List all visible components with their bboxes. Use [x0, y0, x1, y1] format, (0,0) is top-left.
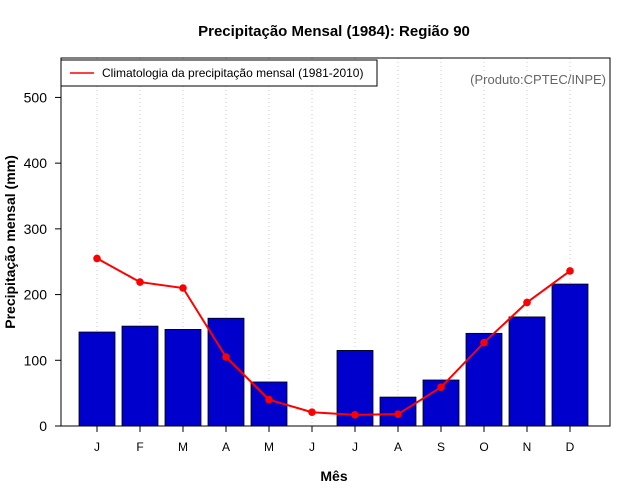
y-tick-label-200: 200	[24, 287, 48, 303]
legend-box	[60, 59, 378, 87]
bar-0	[78, 331, 116, 427]
x-tick-label-1: F	[136, 440, 143, 454]
x-tick-label-4: M	[264, 440, 274, 454]
climatology-point-3	[222, 353, 230, 361]
climatology-point-2	[179, 284, 187, 292]
legend-label: Climatologia da precipitação mensal (198…	[102, 66, 363, 80]
climatology-point-4	[265, 395, 273, 404]
chart-title: Precipitação Mensal (1984): Região 90	[198, 23, 470, 40]
climatology-point-10	[523, 298, 531, 307]
climatology-point-11	[566, 267, 574, 275]
y-tick-label-400: 400	[24, 155, 48, 171]
bar-8	[422, 379, 460, 427]
x-tick-label-11: D	[566, 440, 575, 454]
x-axis-label: Mês	[320, 468, 347, 484]
x-tick-label-0: J	[94, 440, 100, 454]
x-tick-label-6: J	[352, 440, 358, 454]
y-tick-label-100: 100	[24, 352, 48, 368]
bar-10	[508, 316, 546, 427]
x-tick-label-7: A	[394, 440, 402, 454]
bar-3	[207, 317, 245, 427]
climatology-line-series	[93, 254, 574, 419]
climatology-point-7	[394, 410, 402, 418]
vertical-gridlines	[96, 58, 571, 426]
y-axis-label: Precipitação mensal (mm)	[2, 155, 18, 329]
x-tick-label-9: O	[479, 440, 488, 454]
climatology-point-6	[351, 411, 359, 419]
x-tick-label-10: N	[523, 440, 532, 454]
y-tick-label-300: 300	[24, 221, 48, 237]
plot-frame	[60, 57, 611, 427]
bar-series	[78, 283, 589, 427]
climatology-point-9	[480, 338, 488, 347]
x-tick-label-2: M	[178, 440, 188, 454]
x-tick-label-5: J	[309, 440, 315, 454]
climatology-point-0	[93, 254, 101, 263]
bar-2	[164, 328, 202, 427]
climatology-point-1	[136, 278, 144, 286]
climatology-point-8	[437, 383, 445, 392]
x-tick-label-8: S	[437, 440, 445, 454]
legend: Climatologia da precipitação mensal (198…	[60, 59, 378, 87]
y-tick-label-500: 500	[24, 89, 48, 105]
bar-9	[465, 332, 503, 427]
y-axis: 0 100 200 300 400 500	[24, 89, 61, 434]
source-annotation: (Produto:CPTEC/INPE)	[470, 72, 606, 87]
bar-11	[551, 283, 589, 427]
bar-1	[121, 325, 159, 427]
y-tick-label-0: 0	[39, 418, 47, 434]
x-tick-label-3: A	[222, 440, 230, 454]
climatology-point-5	[308, 408, 316, 417]
climatology-line	[96, 257, 571, 416]
